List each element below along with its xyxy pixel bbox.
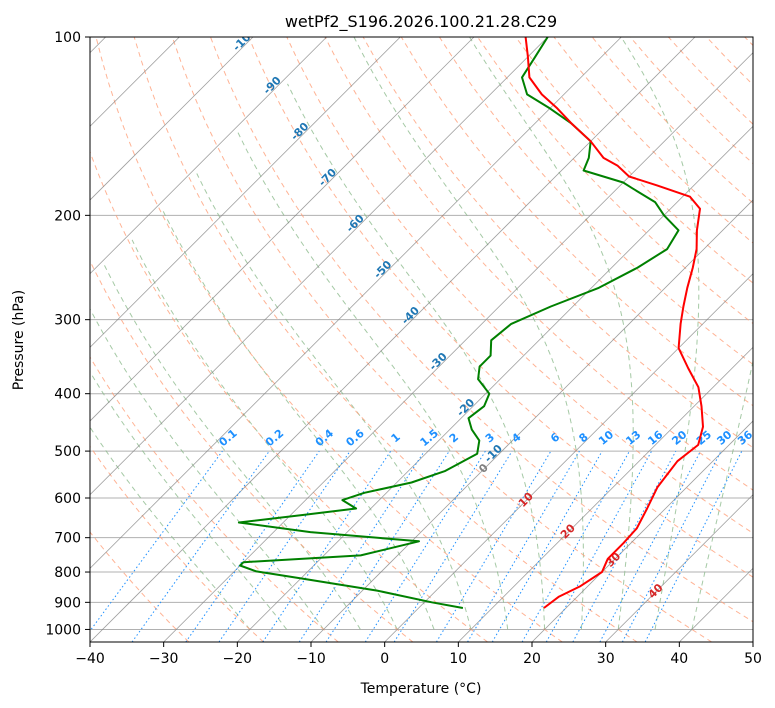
x-tick-label: −40 — [75, 651, 105, 667]
dry-adiabat-line — [95, 37, 563, 642]
moist-adiabats — [90, 37, 753, 630]
dry-adiabat-line — [90, 356, 339, 642]
dry-adiabat-line — [90, 531, 190, 642]
isotherm-line — [237, 125, 753, 642]
y-tick-label: 800 — [54, 565, 81, 581]
moist-adiabat-line — [469, 37, 634, 630]
dry-adiabat-line — [90, 445, 264, 642]
dry-adiabat-line — [400, 37, 753, 407]
moist-adiabat-line — [287, 83, 546, 630]
isotherm-line — [90, 37, 548, 496]
isotherm-line — [90, 37, 696, 642]
x-tick-label: −20 — [223, 651, 253, 667]
moist-adiabat-line — [196, 173, 472, 630]
x-axis-label: Temperature (°C) — [360, 681, 482, 697]
isotherm-line — [458, 346, 753, 642]
mixing-ratio-line — [393, 450, 513, 642]
y-tick-label: 100 — [54, 30, 81, 46]
moist-adiabat-line — [620, 37, 700, 630]
plot-area: 0.1 0.2 0.4 0.6 1 1.5 2 3 4 6 8 10 13 16 20 25 30 36-100-… — [90, 37, 753, 642]
isotherm-line — [90, 37, 622, 569]
isotherm-line — [163, 52, 753, 642]
x-tick-label: 0 — [380, 651, 389, 667]
profile-series — [237, 37, 704, 609]
y-tick-label: 500 — [54, 444, 81, 460]
plot-frame — [89, 36, 754, 643]
mixing-ratio-line — [545, 450, 653, 642]
moist-adiabat-line — [161, 208, 435, 630]
dry-adiabat-line — [171, 37, 712, 642]
dewpoint-profile-line — [237, 37, 680, 609]
y-tick-label: 600 — [54, 491, 81, 507]
moist-adiabat-line — [90, 370, 288, 630]
isotherm-line — [605, 494, 753, 642]
x-tick-label: 40 — [670, 651, 688, 667]
dry-adiabat-line — [210, 37, 753, 623]
isotherm-line — [90, 37, 254, 201]
dry-adiabat-line — [90, 150, 488, 642]
mixing-ratio-line — [572, 450, 677, 642]
mixing-ratio-line — [185, 450, 320, 642]
moist-adiabat-line — [90, 426, 251, 630]
y-tick-label: 900 — [54, 595, 81, 611]
mixing-ratio-line — [467, 450, 580, 642]
mixing-ratio-line — [521, 450, 630, 642]
x-tick-label: 50 — [744, 651, 762, 667]
dry-adiabat-line — [248, 37, 753, 578]
isotherm-line — [90, 37, 401, 348]
mixing-ratio-line — [325, 450, 450, 642]
chart-title: wetPf2_S196.2026.100.21.28.C29 — [285, 12, 557, 32]
moist-adiabat-line — [691, 358, 753, 630]
mixing-ratio-line — [435, 450, 552, 642]
mixing-ratio-line — [491, 450, 603, 642]
pressure-gridlines — [90, 37, 753, 630]
isotherm-line — [90, 37, 327, 275]
isotherm-line — [90, 37, 475, 422]
mixing-ratio-line — [364, 450, 486, 642]
isotherms — [90, 37, 753, 642]
x-tick-label: 30 — [597, 651, 615, 667]
x-tick-label: 10 — [449, 651, 467, 667]
y-axis-label: Pressure (hPa) — [11, 290, 27, 390]
y-tick-label: 1000 — [45, 622, 81, 638]
dry-adiabat-line — [515, 37, 753, 284]
moist-adiabat-line — [237, 132, 509, 630]
y-axis-ticks: 100 200 300 400 500 600 700 800 900 1000 — [45, 30, 90, 638]
isotherm-line — [531, 420, 753, 642]
x-tick-label: 20 — [523, 651, 541, 667]
dry-adiabat-line — [438, 37, 753, 366]
moist-adiabat-line — [90, 308, 324, 630]
x-tick-label: −10 — [296, 651, 326, 667]
y-tick-label: 200 — [54, 208, 81, 224]
moist-adiabat-line — [353, 37, 584, 630]
y-tick-label: 400 — [54, 387, 81, 403]
y-tick-label: 700 — [54, 531, 81, 547]
temperature-profile-line — [524, 37, 704, 609]
x-axis-ticks: −40 −30 −20 −10 0 10 20 30 40 50 — [75, 642, 762, 667]
isotherm-line — [384, 273, 753, 642]
mixing-ratio-line — [218, 450, 351, 642]
y-tick-label: 300 — [54, 313, 81, 329]
moist-adiabat-line — [131, 239, 398, 630]
x-tick-label: −30 — [149, 651, 179, 667]
mixing-ratio-lines — [90, 450, 743, 642]
dry-adiabat-line — [133, 37, 638, 642]
